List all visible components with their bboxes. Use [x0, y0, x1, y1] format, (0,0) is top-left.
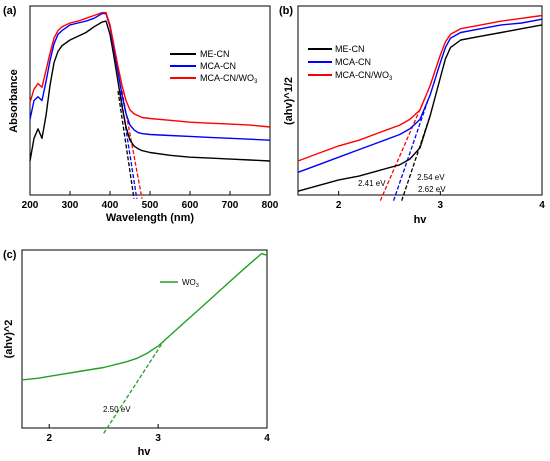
panel-a-series: [29, 11, 271, 162]
xtick-label: 800: [262, 200, 279, 211]
panel-b: (b) 2 3 4 hv (ahv)^1/2 ME-CN MCA-CN MCA-CN…: [279, 5, 545, 226]
legend-label-me-cn: ME-CN: [335, 44, 365, 54]
series-line-me-cn: [297, 24, 543, 192]
xtick-label: 2: [336, 200, 342, 211]
panel-c-series: [21, 252, 268, 381]
xtick-label: 700: [222, 200, 239, 211]
xtick-label: 500: [142, 200, 159, 211]
panel-c-tag: (c): [3, 249, 17, 261]
panel-b-legend: ME-CN MCA-CN MCA-CN/WO3: [308, 44, 393, 82]
panel-b-frame: [297, 5, 543, 196]
tangent-line: [379, 97, 426, 201]
xtick-label: 400: [102, 200, 119, 211]
panel-a-xlabel: Wavelength (nm): [106, 212, 195, 224]
xtick-label: 3: [155, 433, 161, 444]
panel-c-xlabel: hv: [138, 446, 152, 458]
legend-label-mca-cn: MCA-CN: [200, 61, 236, 71]
series-line-mca-cn: [297, 18, 543, 173]
panel-c-tangents: [103, 340, 165, 434]
series-line-mca-cn-wo3: [297, 14, 543, 162]
panel-a-ylabel: Absorbance: [8, 69, 20, 133]
xtick-label: 4: [539, 200, 545, 211]
panel-b-xticks: 2 3 4: [336, 191, 545, 211]
xtick-label: 300: [62, 200, 79, 211]
panel-a: (a) 200 300 400 500 600 700 800 Wavelength (nm…: [3, 5, 279, 224]
bandgap-label-me-cn: 2.62 eV: [418, 185, 446, 194]
bandgap-label-wo3: 2.50 eV: [103, 405, 131, 414]
bandgap-label-mca-cn-wo3: 2.41 eV: [358, 179, 386, 188]
panel-c-legend: WO3: [160, 278, 199, 289]
xtick-label: 3: [438, 200, 444, 211]
series-line-me-cn: [29, 20, 271, 162]
xtick-label: 2: [46, 433, 52, 444]
panel-c-ylabel: (ahv)^2: [3, 320, 15, 359]
tangent-line: [117, 90, 135, 199]
panel-a-frame: [29, 5, 271, 196]
panel-b-xlabel: hv: [414, 214, 428, 226]
panel-b-tag: (b): [279, 5, 293, 17]
panel-a-legend: ME-CN MCA-CN MCA-CN/WO3: [170, 49, 258, 85]
panel-c-frame: [21, 249, 268, 429]
panel-b-ylabel: (ahv)^1/2: [283, 77, 295, 125]
legend-label-mca-cn-wo3: MCA-CN/WO3: [335, 70, 393, 82]
series-line-wo3: [21, 252, 268, 381]
tangent-line: [103, 340, 165, 434]
panel-a-tag: (a): [3, 5, 17, 17]
panel-c: (c) 2 3 4 hv (ahv)^2 WO3 2.50 eV: [3, 249, 270, 458]
xtick-label: 600: [182, 200, 199, 211]
legend-label-mca-cn: MCA-CN: [335, 57, 371, 67]
series-line-mca-cn-wo3: [29, 11, 271, 128]
panel-c-xticks: 2 3 4: [46, 424, 270, 444]
bandgap-label-mca-cn: 2.54 eV: [417, 173, 445, 182]
legend-label-me-cn: ME-CN: [200, 49, 230, 59]
panel-b-series: [297, 14, 543, 192]
xtick-label: 4: [264, 433, 270, 444]
legend-label-mca-cn-wo3: MCA-CN/WO3: [200, 73, 258, 85]
panel-a-xticks: 200 300 400 500 600 700 800: [22, 191, 279, 211]
xtick-label: 200: [22, 200, 39, 211]
legend-label-wo3: WO3: [182, 278, 199, 289]
